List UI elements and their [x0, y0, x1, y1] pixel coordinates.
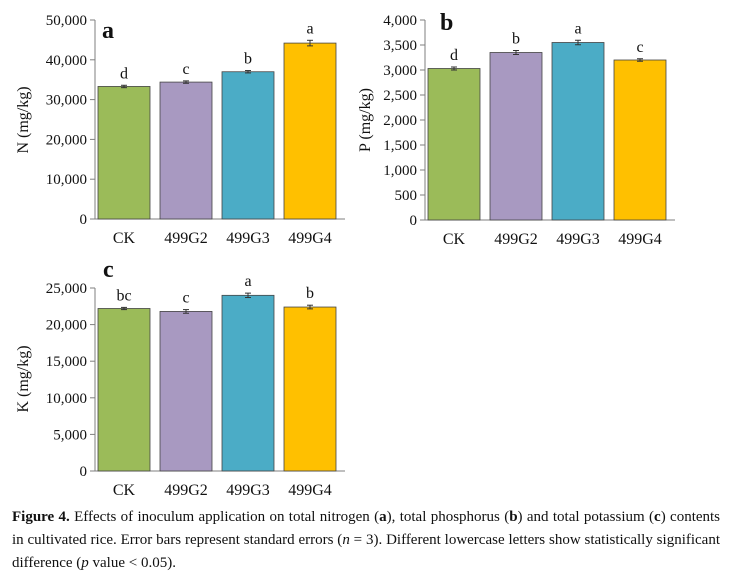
significance-letter-c-CK: bc [116, 287, 131, 304]
significance-letter-b-CK: d [450, 47, 458, 64]
x-tick-label-b-499G4: 499G4 [618, 231, 662, 248]
bar-b-499G4 [613, 59, 667, 221]
caption-text-4: ) contents in cultivated rice. Error bar… [12, 509, 721, 548]
bar-a-CK [97, 86, 151, 220]
caption-panel-b: b [509, 509, 518, 525]
x-tick-label-b-499G3: 499G3 [556, 231, 600, 248]
significance-letter-b-499G4: c [636, 39, 643, 56]
bar-c-499G4 [283, 306, 337, 472]
x-tick-label-c-499G4: 499G4 [288, 482, 332, 499]
x-tick-label-a-499G4: 499G4 [288, 230, 332, 247]
y-tick-label-a-2: 20,000 [46, 132, 87, 148]
bar-b-499G3 [551, 42, 605, 221]
significance-letter-a-499G3: b [244, 51, 252, 68]
caption-n-variable: n [342, 532, 350, 548]
y-tick-label-b-2: 1,000 [383, 163, 417, 179]
y-tick-label-b-6: 3,000 [383, 63, 417, 79]
panel-label-b: b [440, 10, 453, 36]
bar-a-499G4 [283, 42, 337, 220]
bar-c-499G3 [221, 294, 275, 472]
y-tick-label-c-2: 10,000 [46, 391, 87, 407]
caption-text-2: ), total phosphorus ( [386, 509, 510, 525]
figure-caption: Figure 4. Effects of inoculum applicatio… [12, 506, 720, 575]
y-tick-label-b-5: 2,500 [383, 88, 417, 104]
x-tick-label-b-499G2: 499G2 [494, 231, 538, 248]
y-axis-label-b: P (mg/kg) [357, 88, 374, 152]
significance-letter-a-CK: d [120, 65, 128, 82]
caption-text-5: = 3). Different lowercase letters show s… [12, 532, 721, 571]
bar-a-499G3 [221, 71, 275, 220]
panel-label-a: a [102, 18, 114, 44]
y-tick-label-b-7: 3,500 [383, 38, 417, 54]
caption-text-6: value < 0.05). [88, 555, 176, 571]
y-tick-label-b-1: 500 [395, 188, 418, 204]
y-tick-label-a-5: 50,000 [46, 13, 87, 29]
bar-b-CK [427, 68, 481, 221]
significance-letter-c-499G2: c [182, 290, 189, 307]
y-tick-label-b-0: 0 [410, 213, 418, 229]
y-axis-label-a: N (mg/kg) [15, 86, 32, 153]
x-tick-label-a-499G3: 499G3 [226, 230, 270, 247]
x-tick-label-a-499G2: 499G2 [164, 230, 208, 247]
bar-c-CK [97, 308, 151, 472]
x-tick-label-c-499G3: 499G3 [226, 482, 270, 499]
y-tick-label-c-5: 25,000 [46, 281, 87, 297]
x-tick-label-b-CK: CK [443, 231, 466, 248]
bar-b-499G2 [489, 52, 543, 221]
caption-panel-a: a [379, 509, 387, 525]
significance-letter-b-499G2: b [512, 31, 520, 48]
y-tick-label-c-1: 5,000 [53, 427, 87, 443]
y-tick-label-c-0: 0 [80, 464, 88, 480]
y-tick-label-a-0: 0 [80, 212, 88, 228]
y-axis-label-c: K (mg/kg) [15, 345, 32, 412]
figure-panels: 0 10,000 20,000 30,000 40,000 50,000 N (mg/kg)… [15, 10, 675, 499]
bar-a-499G2 [159, 81, 213, 220]
x-tick-label-a-CK: CK [113, 230, 136, 247]
y-tick-label-a-4: 40,000 [46, 53, 87, 69]
caption-figure-label: Figure 4. [12, 509, 70, 525]
x-tick-label-c-499G2: 499G2 [164, 482, 208, 499]
significance-letter-c-499G4: b [306, 285, 314, 302]
y-tick-label-a-1: 10,000 [46, 172, 87, 188]
significance-letter-a-499G4: a [306, 20, 313, 37]
caption-text-3: ) and total potassium ( [517, 509, 655, 525]
significance-letter-a-499G2: c [182, 61, 189, 78]
bar-c-499G2 [159, 311, 213, 472]
y-tick-label-b-8: 4,000 [383, 13, 417, 29]
x-tick-label-c-CK: CK [113, 482, 136, 499]
y-tick-label-c-3: 15,000 [46, 354, 87, 370]
y-tick-label-c-4: 20,000 [46, 318, 87, 334]
panel-label-c: c [103, 257, 114, 283]
y-tick-label-a-3: 30,000 [46, 93, 87, 109]
caption-text-1: Effects of inoculum application on total… [69, 509, 380, 525]
caption-p-variable: p [81, 555, 89, 571]
significance-letter-c-499G3: a [244, 273, 251, 290]
significance-letter-b-499G3: a [574, 20, 581, 37]
caption-panel-c: c [654, 509, 661, 525]
y-tick-label-b-3: 1,500 [383, 138, 417, 154]
y-tick-label-b-4: 2,000 [383, 113, 417, 129]
